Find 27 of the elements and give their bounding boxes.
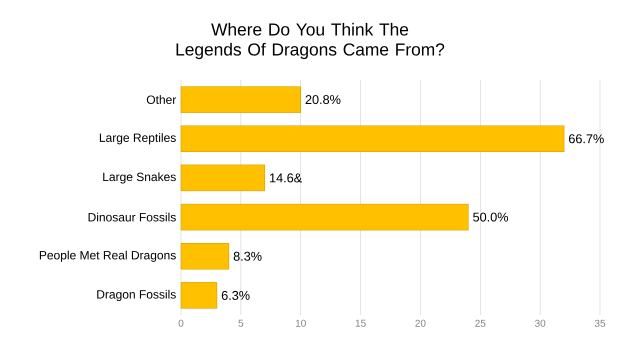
annotation: 14.6& xyxy=(270,173,302,182)
annotation: 8.3% xyxy=(234,252,262,261)
y-tick-label: Large Snakes xyxy=(103,172,176,184)
y-tick-label: Dragon Fossils xyxy=(97,290,176,302)
x-tick-label: 35 xyxy=(594,320,606,327)
annotation: 66.7% xyxy=(569,134,604,144)
bar xyxy=(180,242,230,270)
x-tick-label: 30 xyxy=(534,320,546,327)
x-tick-label: 10 xyxy=(296,320,306,327)
y-tick-label: Dinosaur Fossils xyxy=(88,212,176,222)
y-tick-label: Large Reptiles xyxy=(100,133,176,144)
x-tick-label: 15 xyxy=(356,320,366,327)
x-tick-label: 5 xyxy=(238,320,244,327)
bar xyxy=(180,86,301,113)
chart-title: Where Do You Think The Legends Of Dragons Came From? xyxy=(176,22,444,60)
y-tick-label: Other xyxy=(146,95,176,104)
x-tick-label: 20 xyxy=(415,320,426,327)
bar xyxy=(180,282,218,309)
x-tick-label: 0 xyxy=(178,320,184,327)
annotation: 50.0% xyxy=(473,212,508,222)
annotation: 20.8% xyxy=(306,95,340,104)
annotation: 6.3% xyxy=(222,290,250,300)
bar xyxy=(180,204,469,230)
y-tick-label: People Met Real Dragons xyxy=(40,250,176,262)
bar xyxy=(180,164,266,192)
x-tick-label: 25 xyxy=(475,320,486,327)
bar xyxy=(180,125,564,152)
